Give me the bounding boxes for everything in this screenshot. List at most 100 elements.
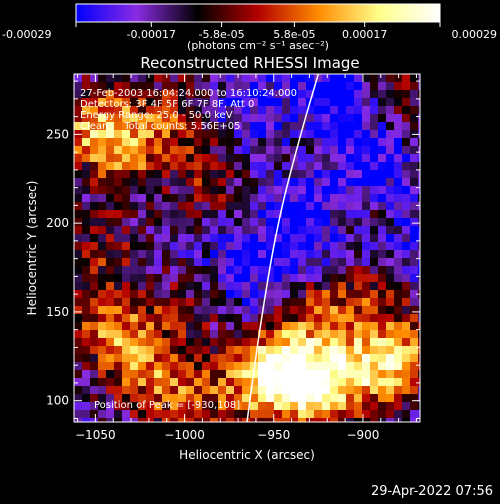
heatmap-cell	[378, 346, 387, 355]
heatmap-cell	[394, 122, 403, 131]
heatmap-cell	[258, 250, 267, 259]
heatmap-cell	[106, 338, 115, 347]
heatmap-cell	[234, 82, 243, 91]
heatmap-cell	[186, 362, 195, 371]
x-axis: −1050 −1000 −950 −900	[75, 74, 417, 442]
heatmap-cell	[98, 282, 107, 291]
heatmap-cell	[410, 282, 419, 291]
heatmap-cell	[322, 314, 331, 323]
heatmap-cell	[410, 266, 419, 275]
heatmap-cell	[218, 146, 227, 155]
heatmap-cell	[322, 330, 331, 339]
heatmap-cell	[146, 98, 155, 107]
heatmap-cell	[370, 394, 379, 403]
heatmap-cell	[234, 282, 243, 291]
heatmap-cell	[194, 242, 203, 251]
heatmap-cell	[370, 298, 379, 307]
heatmap-cell	[306, 178, 315, 187]
heatmap-cell	[226, 106, 235, 115]
heatmap-cell	[362, 130, 371, 139]
heatmap-cell	[74, 194, 83, 203]
heatmap-cell	[346, 194, 355, 203]
heatmap-cell	[242, 106, 251, 115]
heatmap-cell	[170, 282, 179, 291]
heatmap-cell	[234, 162, 243, 171]
heatmap-cell	[194, 266, 203, 275]
heatmap-cell	[338, 170, 347, 179]
heatmap-cell	[386, 106, 395, 115]
heatmap-cell	[154, 354, 163, 363]
heatmap-cell	[394, 290, 403, 299]
heatmap-cell	[194, 330, 203, 339]
heatmap-cell	[386, 146, 395, 155]
heatmap-cell	[298, 354, 307, 363]
heatmap-cell	[98, 314, 107, 323]
heatmap-cell	[386, 314, 395, 323]
heatmap-cell	[82, 194, 91, 203]
heatmap-cell	[202, 306, 211, 315]
heatmap-cell	[314, 122, 323, 131]
heatmap-cell	[98, 170, 107, 179]
heatmap-cell	[282, 410, 291, 419]
heatmap-cell	[122, 234, 131, 243]
heatmap-cell	[122, 250, 131, 259]
heatmap-cell	[402, 266, 411, 275]
heatmap-cell	[274, 322, 283, 331]
heatmap-cell	[146, 218, 155, 227]
heatmap-cell	[362, 402, 371, 411]
heatmap-cell	[226, 346, 235, 355]
heatmap-cell	[146, 354, 155, 363]
heatmap-cell	[130, 330, 139, 339]
heatmap-cell	[370, 178, 379, 187]
heatmap-cell	[90, 106, 99, 115]
heatmap-cell	[226, 298, 235, 307]
heatmap-cell	[306, 130, 315, 139]
heatmap-cell	[98, 386, 107, 395]
heatmap-cell	[330, 394, 339, 403]
heatmap-cell	[170, 74, 179, 83]
heatmap-cell	[306, 194, 315, 203]
heatmap-cell	[186, 402, 195, 411]
heatmap-cell	[290, 170, 299, 179]
heatmap-cell	[394, 210, 403, 219]
heatmap-cell	[330, 330, 339, 339]
heatmap-cell	[114, 322, 123, 331]
heatmap-cell	[242, 258, 251, 267]
heatmap-cell	[298, 322, 307, 331]
heatmap-cell	[122, 330, 131, 339]
heatmap-cell	[146, 298, 155, 307]
heatmap-cell	[106, 130, 115, 139]
heatmap-cell	[266, 394, 275, 403]
heatmap-cell	[298, 314, 307, 323]
heatmap-cell	[282, 282, 291, 291]
heatmap-cell	[418, 274, 420, 283]
heatmap-cell	[98, 234, 107, 243]
heatmap-cell	[82, 90, 91, 99]
heatmap-cell	[154, 394, 163, 403]
heatmap-cell	[114, 306, 123, 315]
heatmap-cell	[74, 354, 83, 363]
heatmap-cell	[322, 346, 331, 355]
heatmap-cell	[258, 274, 267, 283]
heatmap-cell	[338, 402, 347, 411]
heatmap-cell	[234, 130, 243, 139]
heatmap-cell	[346, 82, 355, 91]
heatmap-cell	[170, 298, 179, 307]
heatmap-cell	[362, 386, 371, 395]
heatmap-cell	[122, 362, 131, 371]
heatmap-cell	[202, 194, 211, 203]
heatmap-cell	[98, 322, 107, 331]
heatmap-cell	[386, 74, 395, 83]
heatmap-cell	[322, 122, 331, 131]
heatmap-cell	[186, 130, 195, 139]
heatmap-cell	[154, 178, 163, 187]
heatmap-cell	[178, 266, 187, 275]
heatmap-cell	[250, 298, 259, 307]
heatmap-cell	[306, 266, 315, 275]
heatmap-cell	[170, 306, 179, 315]
heatmap-cell	[146, 202, 155, 211]
heatmap-cell	[314, 162, 323, 171]
heatmap-cell	[330, 202, 339, 211]
heatmap-cell	[394, 90, 403, 99]
heatmap-cell	[282, 170, 291, 179]
